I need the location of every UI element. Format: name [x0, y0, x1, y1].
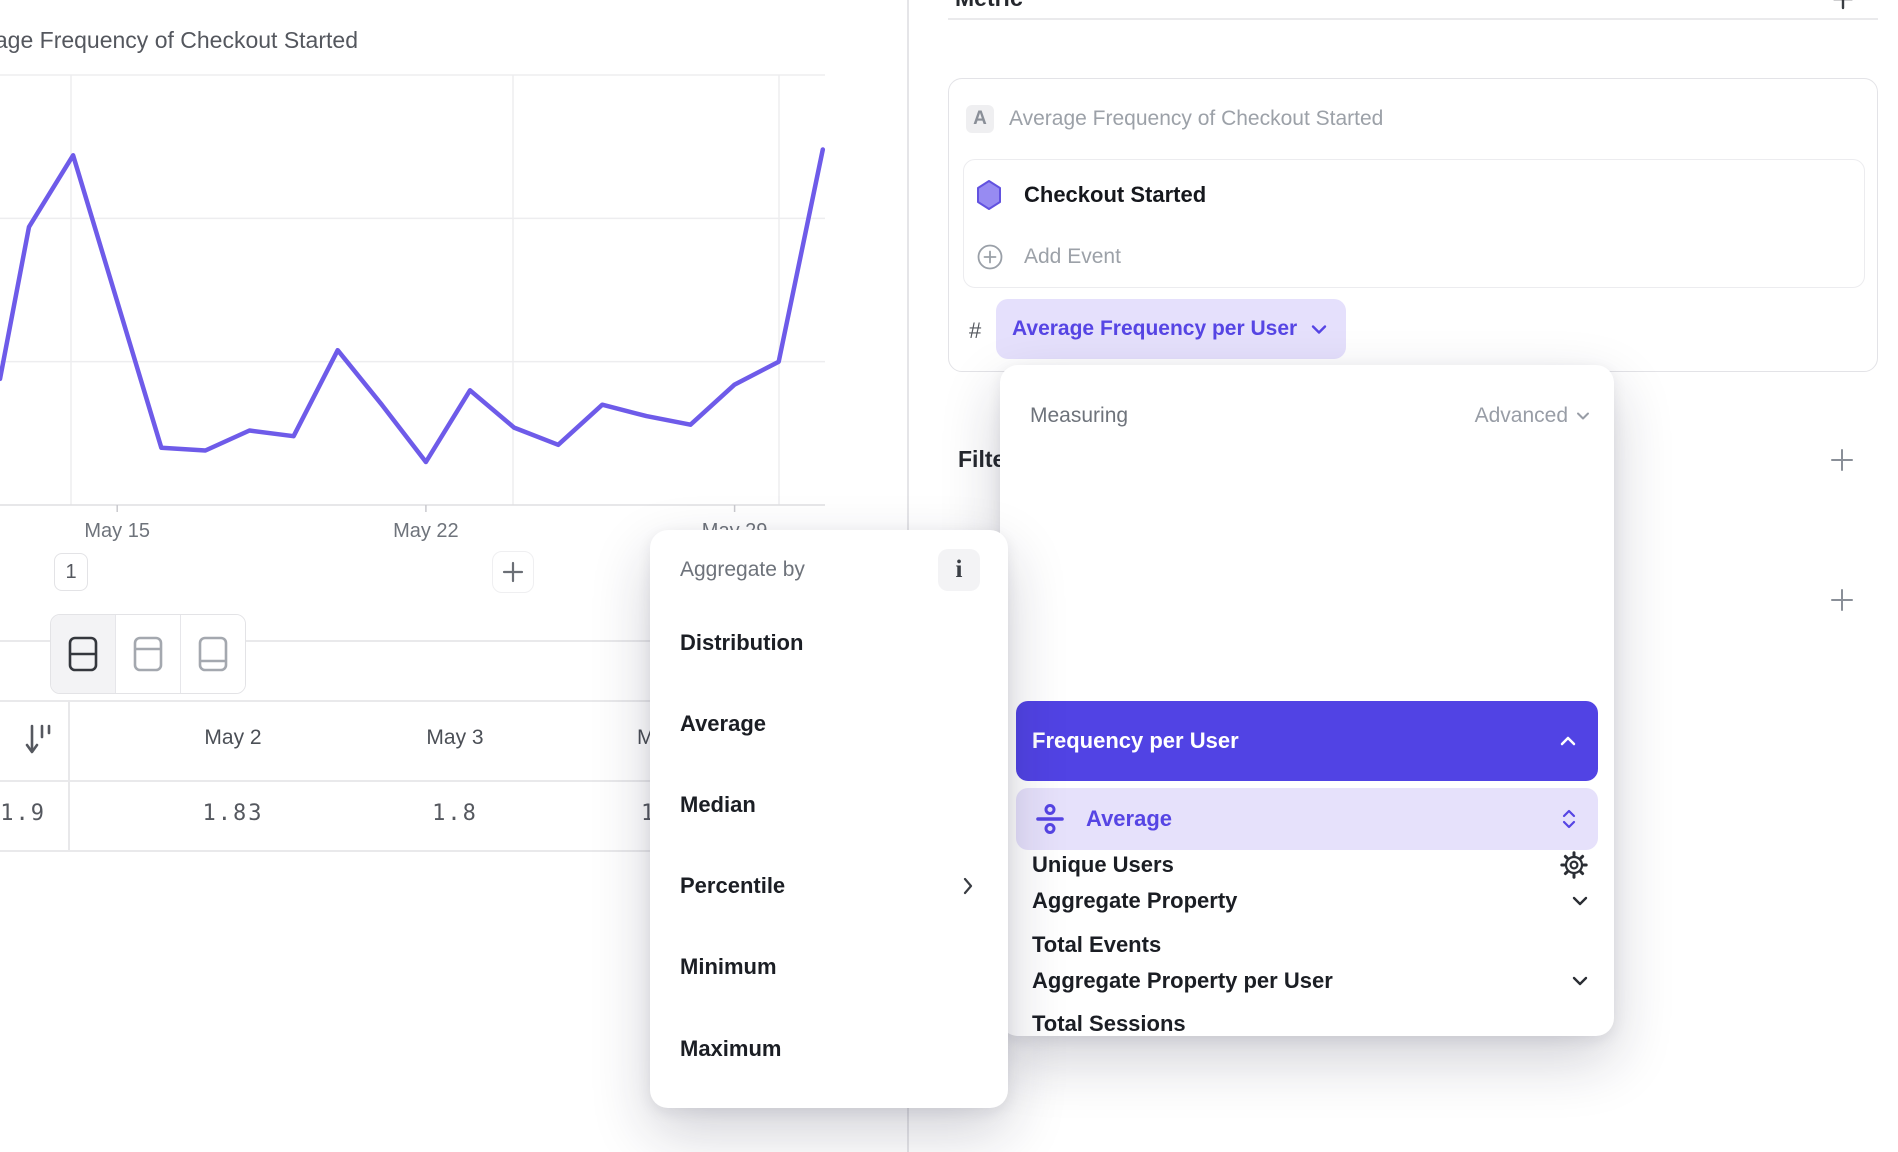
event-name: Checkout Started	[1024, 182, 1207, 207]
aggregate-by-header: Aggregate by i	[650, 549, 1008, 591]
chevron-down-icon	[1577, 412, 1589, 420]
measure-prefix: #	[969, 318, 982, 343]
metric-heading: Metric	[955, 0, 1023, 12]
menu-item-percentile[interactable]: Percentile	[650, 868, 1008, 904]
measuring-menu-header: Measuring Advanced	[1000, 398, 1614, 434]
sort-descending-icon	[25, 724, 51, 754]
metric-card: A Average Frequency of Checkout Started …	[948, 78, 1878, 372]
menu-item-average[interactable]: Average	[650, 706, 1008, 742]
advanced-dropdown[interactable]: Advanced	[1475, 404, 1590, 428]
percentile-label: Percentile	[680, 873, 786, 898]
menu-item-total-events[interactable]: Total Events	[1000, 927, 1614, 963]
metric-title-input[interactable]: Average Frequency of Checkout Started	[1009, 107, 1384, 130]
event-hexagon-icon	[977, 180, 1001, 210]
menu-item-aggregate-property[interactable]: Aggregate Property	[1000, 883, 1614, 919]
metric-panel: Metric A Average Frequency of Checkout S…	[908, 0, 1898, 1152]
plus-icon	[502, 561, 524, 583]
measuring-label: Measuring	[1030, 404, 1129, 427]
menu-item-average-aggregation[interactable]: Average	[1016, 788, 1598, 850]
measure-dropdown-label: Average Frequency per User	[1012, 317, 1298, 340]
menu-item-minimum[interactable]: Minimum	[650, 949, 1008, 985]
table-header-may3[interactable]: May 3	[426, 726, 484, 749]
x-axis-label: May 22	[393, 520, 459, 542]
section-divider	[0, 640, 907, 642]
menu-item-aggregate-property-per-user[interactable]: Aggregate Property per User	[1000, 963, 1614, 999]
table-row-border	[0, 850, 907, 852]
chart-title: Average Frequency of Checkout Started	[0, 27, 358, 53]
sort-button[interactable]	[24, 722, 54, 763]
metric-line-series	[0, 147, 826, 465]
measure-dropdown[interactable]: Average Frequency per User	[996, 299, 1346, 359]
table-top-border	[0, 700, 907, 702]
add-filter-icon[interactable]	[1830, 448, 1854, 472]
bottom-panel-icon	[198, 636, 228, 672]
page-number-label: 1	[65, 560, 77, 583]
chart-panel: Average Frequency of Checkout Started Ma…	[0, 0, 907, 1152]
table-column-separator	[68, 700, 70, 850]
chevron-down-icon	[1572, 896, 1588, 906]
minimum-label: Minimum	[680, 954, 777, 979]
median-label: Median	[680, 792, 756, 817]
aggregate-by-label: Aggregate by	[680, 558, 805, 581]
average-label: Average	[680, 711, 767, 736]
layout-top-panel-button[interactable]	[115, 615, 180, 693]
metric-letter-badge: A	[966, 105, 994, 133]
chevron-up-icon	[1560, 736, 1576, 746]
table-cell-clipped-left: 1.9	[0, 801, 46, 826]
up-down-chevrons-icon	[1562, 809, 1576, 829]
metric-letter: A	[973, 108, 987, 129]
table-header-border	[0, 780, 907, 782]
table-cell-may3: 1.8	[432, 801, 478, 826]
menu-item-unique-users[interactable]: Unique Users	[1000, 847, 1614, 883]
measuring-menu: Measuring Advanced Unique Users Total Ev…	[1000, 365, 1614, 1036]
menu-item-total-sessions[interactable]: Total Sessions	[1000, 1006, 1614, 1042]
aggregate-property-per-user-label: Aggregate Property per User	[1032, 968, 1333, 993]
distribution-label: Distribution	[680, 630, 804, 655]
top-panel-icon	[133, 636, 163, 672]
maximum-label: Maximum	[680, 1036, 782, 1061]
aggregate-by-menu: Aggregate by i Distribution Average Medi…	[650, 530, 1008, 1108]
menu-item-maximum[interactable]: Maximum	[650, 1031, 1008, 1067]
info-icon[interactable]: i	[938, 549, 980, 591]
total-sessions-label: Total Sessions	[1032, 1011, 1186, 1036]
add-breakdown-icon[interactable]	[1830, 588, 1854, 612]
metric-heading-rule	[948, 18, 1878, 20]
chevron-down-icon	[1311, 324, 1327, 334]
event-box: Checkout Started Add Event	[963, 159, 1865, 288]
add-event-row[interactable]: Add Event	[964, 224, 1864, 288]
menu-item-median[interactable]: Median	[650, 787, 1008, 823]
x-axis-label: May 15	[84, 520, 150, 542]
chevron-right-icon	[963, 877, 973, 895]
add-metric-icon[interactable]	[1832, 0, 1854, 10]
menu-item-frequency-per-user[interactable]: Frequency per User	[1016, 701, 1598, 781]
split-horizontal-icon	[68, 636, 98, 672]
page-number-button[interactable]: 1	[54, 553, 88, 591]
gear-icon[interactable]	[1560, 851, 1588, 879]
advanced-label: Advanced	[1474, 404, 1568, 427]
table-cell-may2: 1.83	[202, 801, 264, 826]
total-events-label: Total Events	[1032, 932, 1162, 957]
add-event-label: Add Event	[1024, 245, 1121, 268]
layout-toggle-group	[50, 614, 246, 694]
aggregate-property-label: Aggregate Property	[1032, 888, 1238, 913]
layout-split-horizontal-button[interactable]	[51, 615, 115, 693]
unique-users-label: Unique Users	[1032, 852, 1174, 877]
layout-bottom-panel-button[interactable]	[180, 615, 245, 693]
add-chart-button[interactable]	[492, 551, 534, 593]
frequency-per-user-label: Frequency per User	[1032, 728, 1239, 753]
chevron-down-icon	[1572, 976, 1588, 986]
division-icon	[1036, 804, 1064, 834]
add-event-icon	[977, 244, 1003, 270]
menu-item-distribution[interactable]: Distribution	[650, 625, 1008, 661]
table-header-may2[interactable]: May 2	[204, 726, 262, 749]
event-row[interactable]: Checkout Started	[964, 160, 1864, 224]
info-glyph: i	[955, 556, 963, 583]
average-aggregation-label: Average	[1086, 806, 1173, 831]
